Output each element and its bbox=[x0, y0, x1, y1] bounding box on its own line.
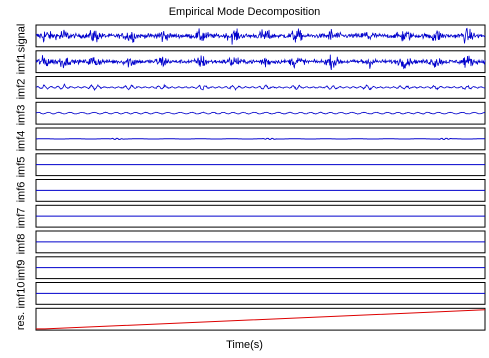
series-res bbox=[36, 309, 486, 330]
series-imf2 bbox=[35, 83, 486, 91]
series-imf4 bbox=[35, 137, 486, 140]
series-signal bbox=[35, 27, 486, 45]
series-imf1 bbox=[35, 54, 486, 71]
x-axis-label: Time(s) bbox=[226, 339, 263, 351]
series-imf3 bbox=[35, 111, 486, 115]
chart-title: Empirical Mode Decomposition bbox=[168, 6, 321, 18]
panel-frame-imf3 bbox=[35, 101, 486, 125]
